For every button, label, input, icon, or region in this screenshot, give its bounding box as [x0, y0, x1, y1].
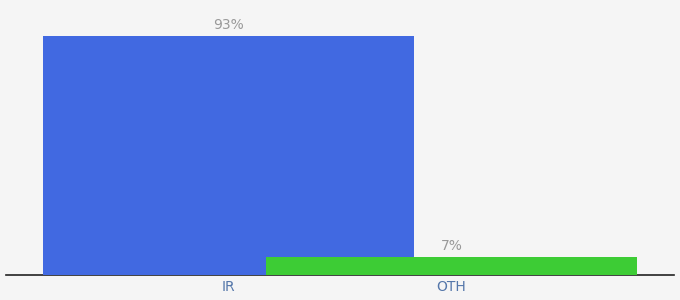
- Text: 93%: 93%: [213, 19, 244, 32]
- Bar: [266, 257, 637, 275]
- Bar: [43, 36, 414, 275]
- Text: 7%: 7%: [441, 239, 462, 253]
